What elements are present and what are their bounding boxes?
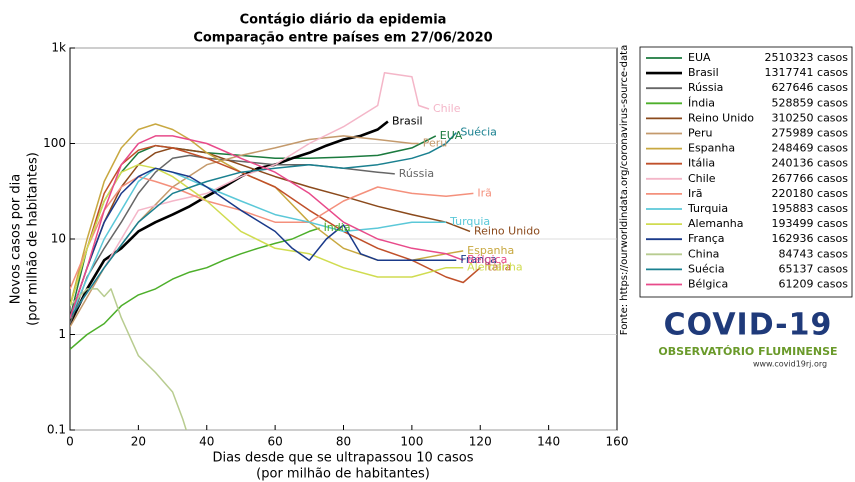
legend-label: Chile [688,172,716,185]
plot-area [70,72,481,430]
legend-label: Índia [688,96,715,109]
y-tick-label: 1 [58,327,66,341]
legend-label: Rússia [688,81,723,94]
series-end-label: Itália [484,261,511,274]
series-line [70,123,464,306]
legend-total: 1317741 casos [765,66,849,79]
legend-label: Alemanha [688,217,744,230]
legend-total: 310250 casos [772,111,849,124]
logo: COVID-19 OBSERVATÓRIO FLUMINENSE www.cov… [658,308,837,369]
legend-total: 627646 casos [772,81,849,94]
legend-label: Bélgica [688,278,728,291]
series-end-label: Espanha [467,244,514,257]
source-note: Fonte: https://ourworldindata.org/corona… [619,45,630,335]
legend-label: França [688,232,725,245]
x-axis-label: (por milhão de habitantes) [256,467,430,482]
x-tick-label: 140 [537,435,560,449]
y-tick-label: 1k [51,41,66,55]
legend-label: Itália [688,157,715,170]
series-line [70,288,187,430]
series-line [70,227,320,350]
logo-subtitle: OBSERVATÓRIO FLUMINENSE [658,345,837,358]
y-axis-label: (por milhão de habitantes) [26,152,41,326]
y-tick-label: 10 [51,232,66,246]
x-tick-label: 100 [400,435,423,449]
legend-total: 220180 casos [772,187,849,200]
legend-total: 162936 casos [772,232,849,245]
series-line [70,120,389,325]
legend-total: 267766 casos [772,172,849,185]
legend-total: 65137 casos [779,262,849,275]
legend-label: China [688,247,719,260]
y-axis-label: Novos casos por dia [9,174,24,305]
series-end-label: França [460,253,497,266]
series-end-label: Bélgica [467,253,507,266]
series-end-label: Chile [433,102,461,115]
y-tick-label: 100 [43,136,66,150]
chart-title: Comparação entre países em 27/06/2020 [193,31,492,46]
series-end-label: Rússia [399,167,434,180]
series-end-label: Suécia [460,126,497,139]
legend-total: 2510323 casos [765,51,849,64]
series-end-label: Reino Unido [474,224,540,237]
logo-title: COVID-19 [664,308,833,343]
legend-label: Reino Unido [688,111,754,124]
legend-label: Peru [688,127,713,140]
x-axis-label: Dias desde que se ultrapassou 10 casos [212,451,473,466]
series-line [70,167,447,318]
legend-label: Irã [688,187,703,200]
legend-label: Espanha [688,142,735,155]
logo-url: www.covid19rj.org [753,360,827,369]
x-tick-label: 60 [267,435,282,449]
legend-total: 61209 casos [779,278,849,291]
legend-label: EUA [688,51,711,64]
chart-title: Contágio diário da epidemia [240,13,447,28]
legend-total: 275989 casos [772,127,849,140]
series-end-label: Irã [477,186,492,199]
x-tick-label: 120 [469,435,492,449]
legend-total: 84743 casos [779,247,849,260]
legend-total: 193499 casos [772,217,849,230]
series-end-label: Turquia [449,215,490,228]
legend-total: 248469 casos [772,142,849,155]
legend-label: Brasil [688,66,719,79]
x-tick-label: 160 [606,435,629,449]
x-tick-label: 40 [199,435,214,449]
series-line [70,175,474,290]
series-end-label: Peru [423,137,448,150]
series-end-label: Brasil [392,114,423,127]
legend-label: Suécia [688,262,725,275]
legend-label: Turquia [687,202,728,215]
x-tick-label: 80 [336,435,351,449]
legend-total: 528859 casos [772,96,849,109]
series-line [70,72,430,319]
x-tick-label: 20 [131,435,146,449]
series-line [70,132,457,319]
legend-total: 240136 casos [772,157,849,170]
series-end-label: EUA [440,129,463,142]
series-end-label: Alemanha [467,261,523,274]
series-end-label: Índia [324,221,351,234]
x-tick-label: 0 [66,435,74,449]
series-line [70,167,457,318]
y-tick-label: 0.1 [47,423,66,437]
legend-total: 195883 casos [772,202,849,215]
series-line [70,135,464,318]
